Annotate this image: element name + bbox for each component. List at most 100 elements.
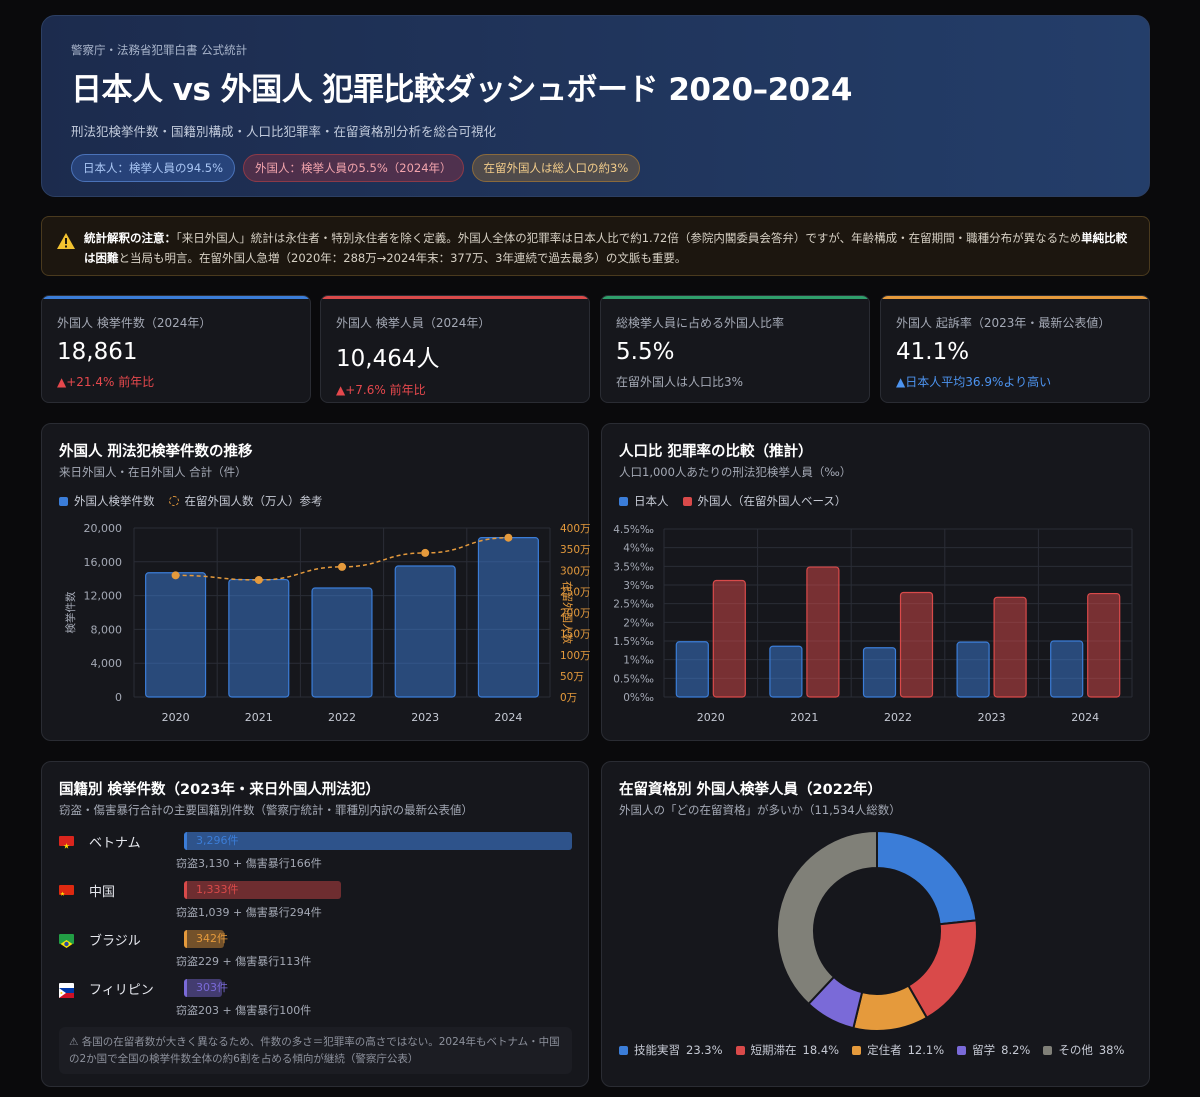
trend-chart: 0 4,000 8,000 12,000 16,000 20,000 0万 50万 100万 15…: [64, 522, 590, 724]
nationality-panel: 国籍別 検挙件数（2023年・来日外国人刑法犯） 窃盗・傷害暴行合計の主要国籍別…: [41, 761, 589, 1087]
legend-item[interactable]: その他 38%: [1043, 1042, 1124, 1058]
x-tick-label: 2022: [328, 711, 356, 724]
nationality-name: 中国: [89, 885, 116, 900]
kpi-value: 18,861: [57, 339, 138, 365]
donut-slice: [776, 829, 878, 1006]
legend-item[interactable]: 留学 8.2%: [957, 1042, 1030, 1058]
y2-tick-label: 250万: [560, 586, 590, 598]
trend-title: 外国人 刑法犯検挙件数の推移: [59, 444, 253, 460]
legend-value: 18.4%: [802, 1043, 840, 1057]
nationality-detail: 窃盗1,039 + 傷害暴行294件: [176, 906, 322, 919]
nationality-bar: 3,296件: [184, 832, 572, 850]
bar-track: 1,333件: [184, 881, 572, 899]
pill-japanese-share: 日本人：検挙人員の94.5%: [71, 154, 236, 182]
legend-swatch: [1043, 1045, 1053, 1055]
donut-slice: [876, 829, 978, 926]
nationality-row-brazil: ブラジル 342件 窃盗229 + 傷害暴行113件: [59, 930, 599, 978]
summary-pills: 日本人：検挙人員の94.5% 外国人：検挙人員の5.5%（2024年） 在留外国…: [71, 154, 1120, 182]
rate-chart: 0%‰ 0.5%‰ 1%‰ 1.5%‰ 2%‰ 2.5%‰ 3%‰ 3.5%‰ 4%‰ 4.5%‰…: [613, 524, 1133, 724]
y2-axis-label: 在留外国人数: [561, 581, 574, 644]
legend-label: 外国人（在留外国人ベース）: [697, 494, 847, 508]
legend-item-line[interactable]: 在留外国人数（万人）参考: [168, 493, 323, 509]
kpi-label: 総検挙人員に占める外国人比率: [616, 316, 785, 330]
y-tick-label: 1%‰: [623, 655, 654, 667]
y-tick-label: 0.5%‰: [613, 673, 654, 685]
kpi-note: ▲+21.4% 前年比: [57, 375, 155, 389]
legend-value: 12.1%: [907, 1043, 945, 1057]
bar: [311, 587, 373, 698]
y-tick-label: 2%‰: [623, 617, 654, 629]
kpi-value: 5.5%: [616, 339, 675, 365]
nationality-title: 国籍別 検挙件数（2023年・来日外国人刑法犯）: [59, 782, 380, 798]
kpi-value: 10,464人: [336, 346, 440, 372]
legend-swatch: [619, 1045, 628, 1055]
pill-population-share: 在留外国人は総人口の約3%: [471, 154, 641, 182]
legend-label: 技能実習: [634, 1043, 680, 1057]
kpi-value: 41.1%: [896, 339, 970, 365]
nationality-bar: 303件: [184, 979, 228, 997]
legend-swatch: [168, 496, 179, 506]
legend-item[interactable]: 技能実習 23.3%: [619, 1042, 723, 1058]
bar-japanese: [862, 647, 897, 698]
x-tick-label: 2023: [978, 711, 1006, 724]
x-tick-label: 2022: [884, 711, 912, 724]
legend-label: 定住者: [867, 1043, 902, 1057]
legend-item[interactable]: 定住者 12.1%: [852, 1042, 944, 1058]
line-point: [338, 562, 346, 571]
line-point: [504, 533, 513, 542]
legend-label: 在留外国人数（万人）参考: [184, 494, 323, 508]
trend-panel: 外国人 刑法犯検挙件数の推移 来日外国人・在日外国人 合計（件） 外国人検挙件数…: [41, 423, 590, 741]
rate-legend: 日本人 外国人（在留外国人ベース）: [619, 493, 846, 509]
legend-label: 外国人検挙件数: [74, 494, 155, 508]
kpi-label: 外国人 検挙人員（2024年）: [336, 316, 491, 330]
nationality-subtitle: 窃盗・傷害暴行合計の主要国籍別件数（警察庁統計・罪種別内訳の最新公表値）: [59, 803, 473, 817]
y-tick-label: 4,000: [91, 657, 123, 670]
legend-swatch: [59, 496, 68, 506]
nationality-note: ⚠ 各国の在留者数が大きく異なるため、件数の多さ＝犯罪率の高さではない。2024…: [59, 1027, 572, 1074]
legend-item-bar[interactable]: 外国人検挙件数: [59, 493, 155, 509]
nationality-detail: 窃盗203 + 傷害暴行100件: [176, 1004, 312, 1017]
y-tick-label: 20,000: [84, 522, 123, 535]
bar-foreign: [712, 579, 746, 698]
bar-track: 303件: [184, 979, 572, 997]
rate-title: 人口比 犯罪率の比較（推計）: [619, 444, 813, 460]
y-tick-label: 8,000: [91, 623, 123, 636]
warning-bold: 単純比較は困難: [84, 231, 1128, 265]
warning-text-1: 「来日外国人」統計は永住者・特別永住者を除く定義。外国人全体の犯罪率は日本人比で…: [176, 231, 1082, 245]
nationality-bar: 1,333件: [184, 881, 341, 899]
nationality-bar: 342件: [184, 930, 228, 948]
y2-tick-label: 400万: [560, 523, 590, 535]
brazil-flag-icon: [59, 934, 74, 948]
y2-tick-label: 200万: [560, 608, 590, 620]
y-tick-label: 3.5%‰: [613, 561, 654, 573]
bar: [394, 565, 456, 698]
x-tick-label: 2021: [245, 711, 273, 724]
nationality-row-china: 中国 1,333件 窃盗1,039 + 傷害暴行294件: [59, 881, 599, 929]
legend-item[interactable]: 短期滞在 18.4%: [735, 1042, 840, 1058]
kpi-label: 外国人 検挙件数（2024年）: [57, 316, 212, 330]
legend-swatch: [682, 496, 692, 506]
hero-subtitle: 刑法犯検挙件数・国籍別構成・人口比犯罪率・在留資格別分析を総合可視化: [71, 124, 497, 139]
warning-icon: [57, 233, 75, 249]
bar: [477, 537, 539, 698]
legend-item-foreign[interactable]: 外国人（在留外国人ベース）: [682, 493, 847, 509]
page-title: 日本人 vs 外国人 犯罪比較ダッシュボード 2020–2024: [71, 72, 852, 108]
pill-foreign-share: 外国人：検挙人員の5.5%（2024年）: [243, 154, 464, 182]
bar-foreign: [1087, 592, 1121, 698]
y-tick-label: 0: [115, 691, 122, 704]
status-panel: 在留資格別 外国人検挙人員（2022年） 外国人の「どの在留資格」が多いか（11…: [601, 761, 1150, 1087]
kpi-label: 外国人 起訴率（2023年・最新公表値）: [896, 316, 1111, 330]
status-subtitle: 外国人の「どの在留資格」が多いか（11,534人総数）: [619, 803, 901, 817]
bar: [145, 572, 207, 698]
nationality-row-vietnam: ベトナム 3,296件 窃盗3,130 + 傷害暴行166件: [59, 832, 599, 880]
legend-item-japanese[interactable]: 日本人: [619, 493, 669, 509]
china-flag-icon: [59, 885, 74, 896]
kpi-card-foreign-persons: 外国人 検挙人員（2024年） 10,464人 ▲+7.6% 前年比: [320, 295, 590, 403]
y-tick-label: 2.5%‰: [613, 599, 654, 611]
bar-track: 342件: [184, 930, 572, 948]
bar-japanese: [956, 641, 990, 698]
legend-swatch: [852, 1045, 862, 1055]
y2-tick-label: 150万: [560, 629, 590, 641]
x-tick-label: 2020: [162, 711, 190, 724]
bar-foreign: [806, 566, 840, 698]
